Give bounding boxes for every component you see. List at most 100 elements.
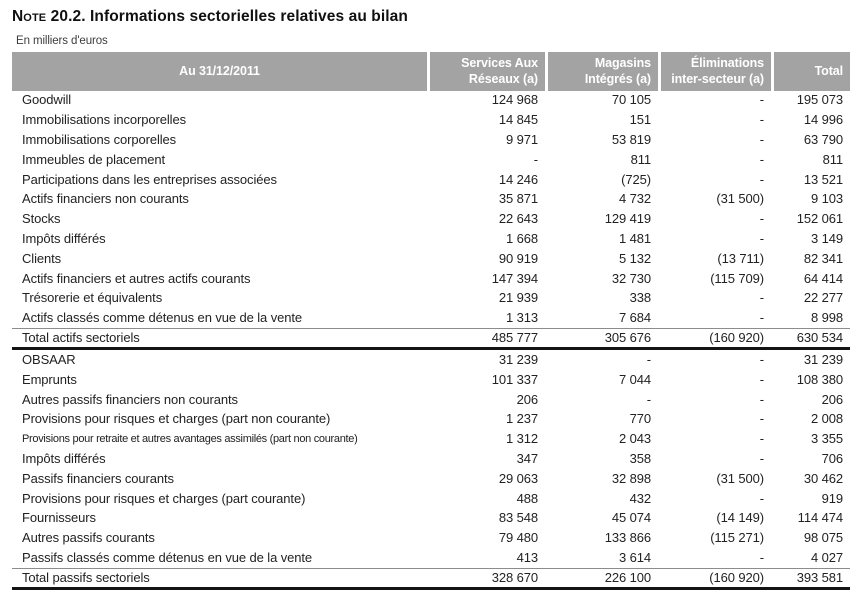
cell-value: 393 581	[771, 567, 850, 590]
total-row: Total passifs sectoriels 328 670 226 100 (1…	[12, 567, 850, 590]
cell-value: 1 481	[618, 230, 651, 246]
cell-value: 8 998	[810, 310, 843, 326]
table-row: Actifs classés comme détenus en vue de l…	[12, 308, 850, 328]
table-row: Immeubles de placement - 811 - 811	[12, 150, 850, 170]
cell-value: (31 500)	[716, 470, 764, 486]
table-row: Immobilisations incorporelles 14 845 151 - 1…	[12, 110, 850, 130]
table-row: Emprunts 101 337 7 044 - 108 380	[12, 370, 850, 390]
cell-value: 206	[821, 391, 843, 407]
table-row: Participations dans les entreprises asso…	[12, 170, 850, 190]
cell-value: (725)	[621, 171, 651, 187]
cell-value: 22 643	[498, 211, 538, 227]
cell-value: 35 871	[498, 191, 538, 207]
row-label: OBSAAR	[22, 351, 76, 367]
row-label: Passifs classés comme détenus en vue de …	[22, 549, 313, 565]
cell-value: 124 968	[491, 92, 538, 108]
cell-value: 485 777	[427, 328, 545, 351]
cell-value: 328 670	[427, 567, 545, 590]
table-row: Goodwill 124 968 70 105 - 195 073	[12, 91, 850, 111]
cell-value: 2 043	[618, 431, 651, 447]
table-row: Immobilisations corporelles 9 971 53 819 - 6…	[12, 130, 850, 150]
cell-value: 31 239	[803, 351, 843, 367]
cell-value: 108 380	[796, 371, 843, 387]
header-date: Au 31/12/2011	[12, 52, 427, 91]
cell-value: 4 027	[810, 549, 843, 565]
cell-value: -	[759, 230, 764, 246]
table-row: Provisions pour risques et charges (part…	[12, 409, 850, 429]
header-eliminations-inter-secteur: Éliminations inter-secteur (a)	[658, 52, 771, 91]
cell-value: -	[759, 131, 764, 147]
note-title-rest: 20.2. Informations sectorielles relative…	[46, 8, 408, 25]
cell-value: -	[759, 171, 764, 187]
cell-value: 1 668	[505, 230, 538, 246]
cell-value: -	[759, 431, 764, 447]
note-title: Note 20.2. Informations sectorielles rel…	[12, 8, 851, 26]
cell-value: 1 312	[505, 431, 538, 447]
table-row: Fournisseurs 83 548 45 074 (14 149) 114 474	[12, 508, 850, 528]
row-label: Passifs financiers courants	[22, 470, 174, 486]
cell-value: 14 246	[498, 171, 538, 187]
row-label: Total actifs sectoriels	[12, 328, 427, 351]
cell-value: 32 898	[611, 470, 651, 486]
cell-value: 770	[629, 411, 651, 427]
cell-value: 811	[630, 151, 652, 167]
cell-value: -	[533, 151, 538, 167]
cell-value: 70 105	[611, 92, 651, 108]
cell-value: 30 462	[803, 470, 843, 486]
cell-value: 432	[629, 490, 651, 506]
cell-value: 706	[821, 450, 843, 466]
cell-value: 338	[629, 290, 651, 306]
cell-value: 32 730	[611, 270, 651, 286]
cell-value: 13 521	[803, 171, 843, 187]
row-label: Provisions pour risques et charges (part…	[22, 411, 331, 427]
cell-value: -	[759, 211, 764, 227]
cell-value: 29 063	[498, 470, 538, 486]
table-row: Autres passifs courants 79 480 133 866 (115…	[12, 528, 850, 548]
table-row: Passifs classés comme détenus en vue de …	[12, 548, 850, 568]
cell-value: 413	[516, 549, 538, 565]
cell-value: 5 132	[618, 250, 651, 266]
cell-value: 14 845	[498, 112, 538, 128]
header-services-aux-reseaux: Services Aux Réseaux (a)	[427, 52, 545, 91]
cell-value: -	[646, 351, 651, 367]
header-total: Total	[771, 52, 850, 91]
units-note: En milliers d'euros	[16, 35, 108, 47]
row-label: Trésorerie et équivalents	[22, 290, 163, 306]
cell-value: -	[759, 310, 764, 326]
table-row: Actifs financiers et autres actifs coura…	[12, 269, 850, 289]
cell-value: 811	[822, 151, 844, 167]
row-label: Goodwill	[22, 92, 72, 108]
cell-value: 31 239	[498, 351, 538, 367]
cell-value: 1 313	[505, 310, 538, 326]
row-label: Total passifs sectoriels	[12, 567, 427, 590]
row-label: Immobilisations corporelles	[22, 131, 177, 147]
cell-value: 101 337	[491, 371, 538, 387]
cell-value: 305 676	[545, 328, 658, 351]
cell-value: 3 149	[810, 230, 843, 246]
cell-value: 152 061	[796, 211, 843, 227]
header-magasins-integres: Magasins Intégrés (a)	[545, 52, 658, 91]
cell-value: -	[646, 391, 651, 407]
table-row: Stocks 22 643 129 419 - 152 061	[12, 209, 850, 229]
cell-value: 22 277	[803, 290, 843, 306]
row-label: Provisions pour risques et charges (part…	[22, 490, 306, 506]
cell-value: -	[759, 549, 764, 565]
cell-value: 63 790	[803, 131, 843, 147]
cell-value: -	[759, 92, 764, 108]
row-label: Participations dans les entreprises asso…	[22, 171, 277, 187]
cell-value: -	[759, 151, 764, 167]
cell-value: 147 394	[491, 270, 538, 286]
cell-value: 45 074	[611, 510, 651, 526]
row-label: Autres passifs financiers non courants	[22, 391, 238, 407]
table-row: Clients 90 919 5 132 (13 711) 82 341	[12, 249, 850, 269]
table-row: Actifs financiers non courants 35 871 4 73…	[12, 189, 850, 209]
cell-value: 3 614	[618, 549, 651, 565]
cell-value: -	[759, 290, 764, 306]
cell-value: (160 920)	[658, 328, 771, 351]
cell-value: 358	[629, 450, 651, 466]
row-label: Stocks	[22, 211, 61, 227]
table-row: Autres passifs financiers non courants 20…	[12, 390, 850, 410]
row-label: Actifs financiers non courants	[22, 191, 189, 207]
row-label: Fournisseurs	[22, 510, 96, 526]
